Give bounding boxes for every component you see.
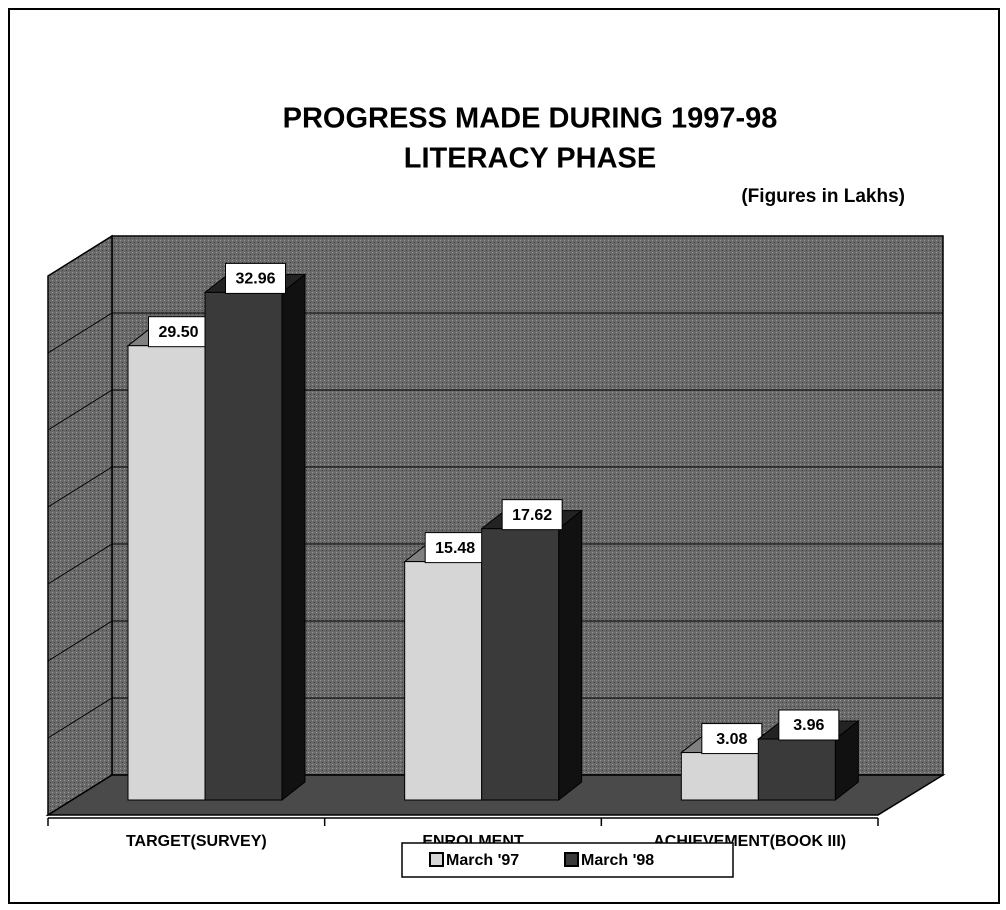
grid-line — [47, 389, 943, 431]
grid-line — [47, 620, 943, 662]
grid-line — [47, 312, 943, 354]
bar — [680, 752, 759, 801]
side-wall — [47, 234, 113, 817]
value-label: 29.50 — [158, 324, 198, 341]
value-label-box — [778, 709, 840, 741]
bar-side — [558, 509, 583, 802]
value-label-box — [148, 316, 209, 348]
x-tick-label: TARGET(SURVEY) — [126, 833, 267, 850]
grid-line — [47, 543, 943, 585]
grid-line — [47, 235, 943, 277]
bar-side — [281, 273, 306, 802]
legend-label: March '97 — [446, 852, 519, 869]
frame — [8, 8, 1000, 904]
value-label-box — [501, 499, 563, 531]
chart-note: (Figures in Lakhs) — [741, 186, 905, 207]
legend-swatch — [429, 852, 444, 867]
chart-title: PROGRESS MADE DURING 1997-98 — [283, 103, 778, 135]
legend-label: March '98 — [581, 852, 654, 869]
value-label: 3.08 — [716, 731, 747, 748]
value-label-box — [701, 723, 763, 755]
grid-line — [47, 697, 943, 739]
value-label: 3.96 — [793, 717, 824, 734]
bar — [204, 291, 283, 801]
grid-line — [47, 774, 943, 816]
legend-swatch — [564, 852, 579, 867]
bar — [481, 528, 560, 801]
value-label: 32.96 — [235, 271, 275, 288]
value-label: 15.48 — [435, 540, 475, 557]
value-label: 17.62 — [512, 507, 552, 524]
bar — [757, 738, 836, 801]
grid-line — [47, 466, 943, 508]
bar — [127, 345, 206, 801]
bar — [404, 561, 483, 801]
value-label-box — [424, 532, 486, 564]
value-label-box — [225, 262, 286, 294]
chart-subtitle: LITERACY PHASE — [404, 143, 656, 175]
